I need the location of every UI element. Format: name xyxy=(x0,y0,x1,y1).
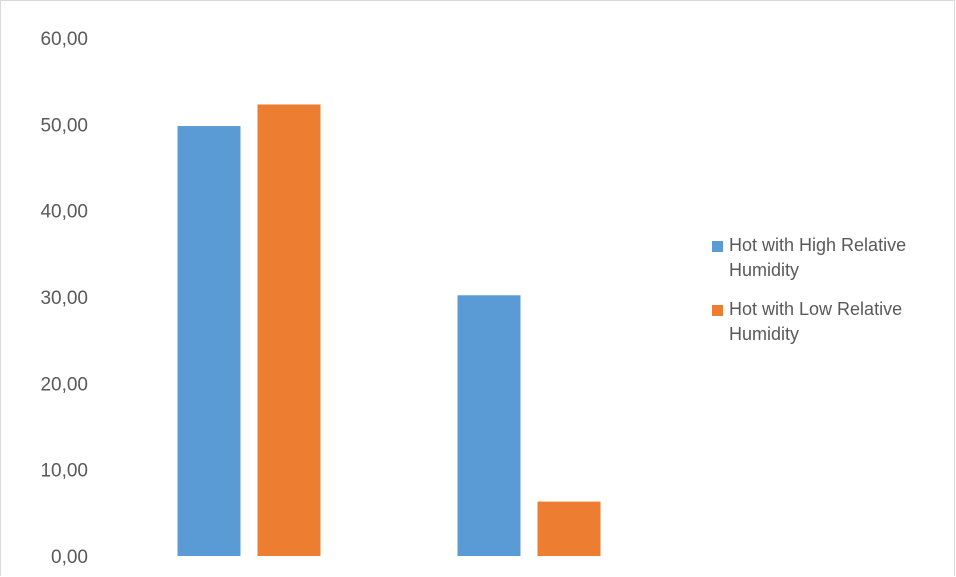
legend-item-high-humidity: Hot with High Relative Humidity xyxy=(712,233,952,283)
legend-label-low-humidity: Hot with Low Relative Humidity xyxy=(729,299,903,344)
y-tick-label: 0,00 xyxy=(51,547,88,568)
bar-high-humidity-1 xyxy=(177,126,241,556)
bar-low-humidity-2 xyxy=(537,501,601,556)
y-tick-label: 30,00 xyxy=(40,288,88,309)
y-tick-label: 50,00 xyxy=(40,115,88,136)
bar-high-humidity-2 xyxy=(457,295,521,556)
bar-low-humidity-1 xyxy=(257,104,321,556)
legend: Hot with High Relative Humidity Hot with… xyxy=(712,233,952,361)
y-tick-label: 20,00 xyxy=(40,374,88,395)
legend-swatch-high-humidity xyxy=(712,241,723,252)
legend-item-low-humidity: Hot with Low Relative Humidity xyxy=(712,297,952,347)
y-tick-label: 40,00 xyxy=(40,202,88,223)
y-tick-label: 10,00 xyxy=(40,461,88,482)
legend-swatch-low-humidity xyxy=(712,305,723,316)
y-tick-label: 60,00 xyxy=(40,29,88,50)
legend-label-high-humidity: Hot with High Relative Humidity xyxy=(729,235,907,280)
